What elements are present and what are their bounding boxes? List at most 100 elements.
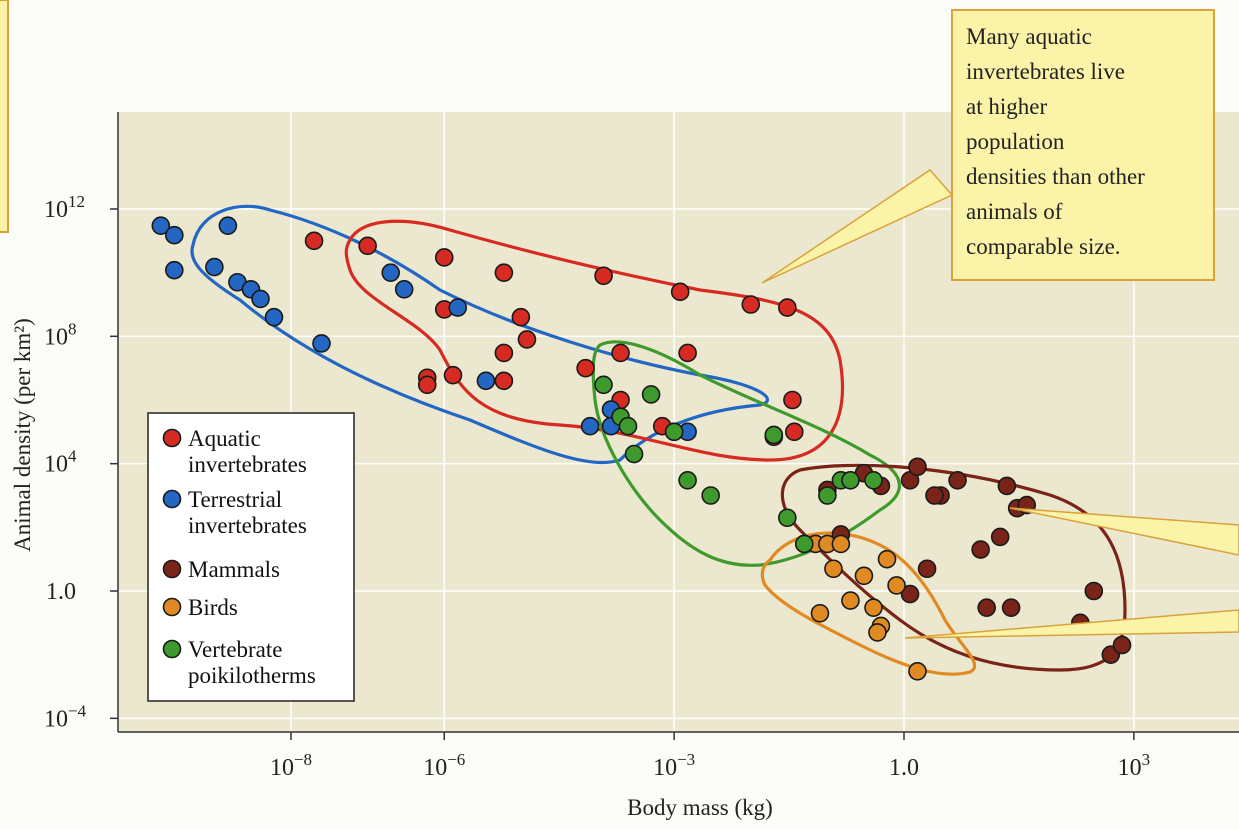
legend-box [147,412,355,702]
data-point [494,343,514,363]
legend-label: Mammals [188,557,280,582]
x-tick-label: 10−8 [270,750,312,781]
x-tick-label: 10−3 [653,750,695,781]
legend-label: Terrestrial [188,487,282,512]
data-point [443,365,463,385]
data-point [434,248,454,267]
callout-pointer-birds [904,609,1239,639]
data-point [810,603,830,623]
legend-label: invertebrates [188,452,307,477]
data-point [818,486,837,505]
data-point [854,566,874,586]
birds-region [760,531,977,676]
y-tick-label: 1012 [44,192,85,223]
data-point [868,623,887,642]
data-point [877,549,897,569]
data-point [151,216,171,235]
data-point [476,371,496,391]
aquatic-invertebrates-region [344,219,845,462]
data-point [611,343,630,363]
data-point [908,662,927,681]
callout-text-line: population [966,129,1065,154]
series-1 [151,216,697,442]
data-point [831,534,851,554]
data-point [670,282,690,302]
data-point [841,471,860,490]
data-point [664,422,684,442]
data-point [251,289,270,309]
data-point [618,416,638,436]
data-point [494,263,514,282]
data-point [358,236,377,256]
legend-marker [162,489,182,509]
data-point [304,231,324,251]
data-point [887,576,906,595]
data-point [218,216,238,235]
data-point [778,508,797,528]
data-point [511,307,531,327]
data-point [990,527,1010,547]
data-point [908,457,927,477]
x-tick-label: 10−6 [423,750,465,781]
legend-label: poikilotherms [188,663,316,688]
x-axis-title: Body mass (kg) [627,795,773,820]
data-point [925,486,944,505]
y-tick-label: 10−4 [44,701,87,732]
legend-item: Mammals [162,557,280,582]
data-point [580,416,600,436]
x-tick-label: 103 [1118,750,1151,781]
series-2 [818,457,1132,664]
legend-label: Birds [188,595,238,620]
callout-text-line: at higher [966,94,1047,119]
series-4 [594,375,883,554]
data-point [764,425,784,445]
data-point [841,591,860,610]
callout-text-line: Many aquatic [966,24,1092,49]
callout-text-line: animals of [966,199,1063,224]
callout-box [951,9,1215,281]
data-point [864,598,883,617]
data-point [517,330,537,349]
legend-label: Aquatic [188,426,261,451]
data-point [795,534,814,554]
data-point [778,298,797,317]
data-point [381,263,400,282]
data-point [312,334,331,353]
callout-text-line: comparable size. [966,234,1121,259]
data-point [997,476,1017,496]
data-point [165,260,184,280]
data-point [678,343,697,363]
data-point [678,471,697,490]
data-point [205,257,224,277]
legend-marker [162,597,182,617]
data-point [948,471,967,490]
legend-marker [162,559,182,579]
legend-label: Vertebrate [188,637,283,662]
y-tick-label: 1.0 [46,579,76,605]
data-point [1084,581,1104,601]
data-point [394,280,414,299]
data-point [448,298,468,317]
callout-pointer [761,169,954,284]
data-point [1112,635,1132,655]
legend-item: Birds [162,595,238,620]
data-point [624,444,644,464]
callout-pointer-mammals [1009,507,1239,556]
data-point [917,559,937,579]
callout-text-line: densities than other [966,164,1145,189]
data-point [783,390,802,410]
callout-text-line: invertebrates live [966,59,1125,84]
legend-label: invertebrates [188,513,307,538]
legend-marker [162,639,182,659]
y-tick-label: 108 [44,319,77,350]
data-point [824,559,843,579]
data-point [701,486,720,505]
data-point [594,375,613,395]
data-point [1001,598,1021,617]
data-point [741,295,761,314]
data-point [594,266,613,286]
